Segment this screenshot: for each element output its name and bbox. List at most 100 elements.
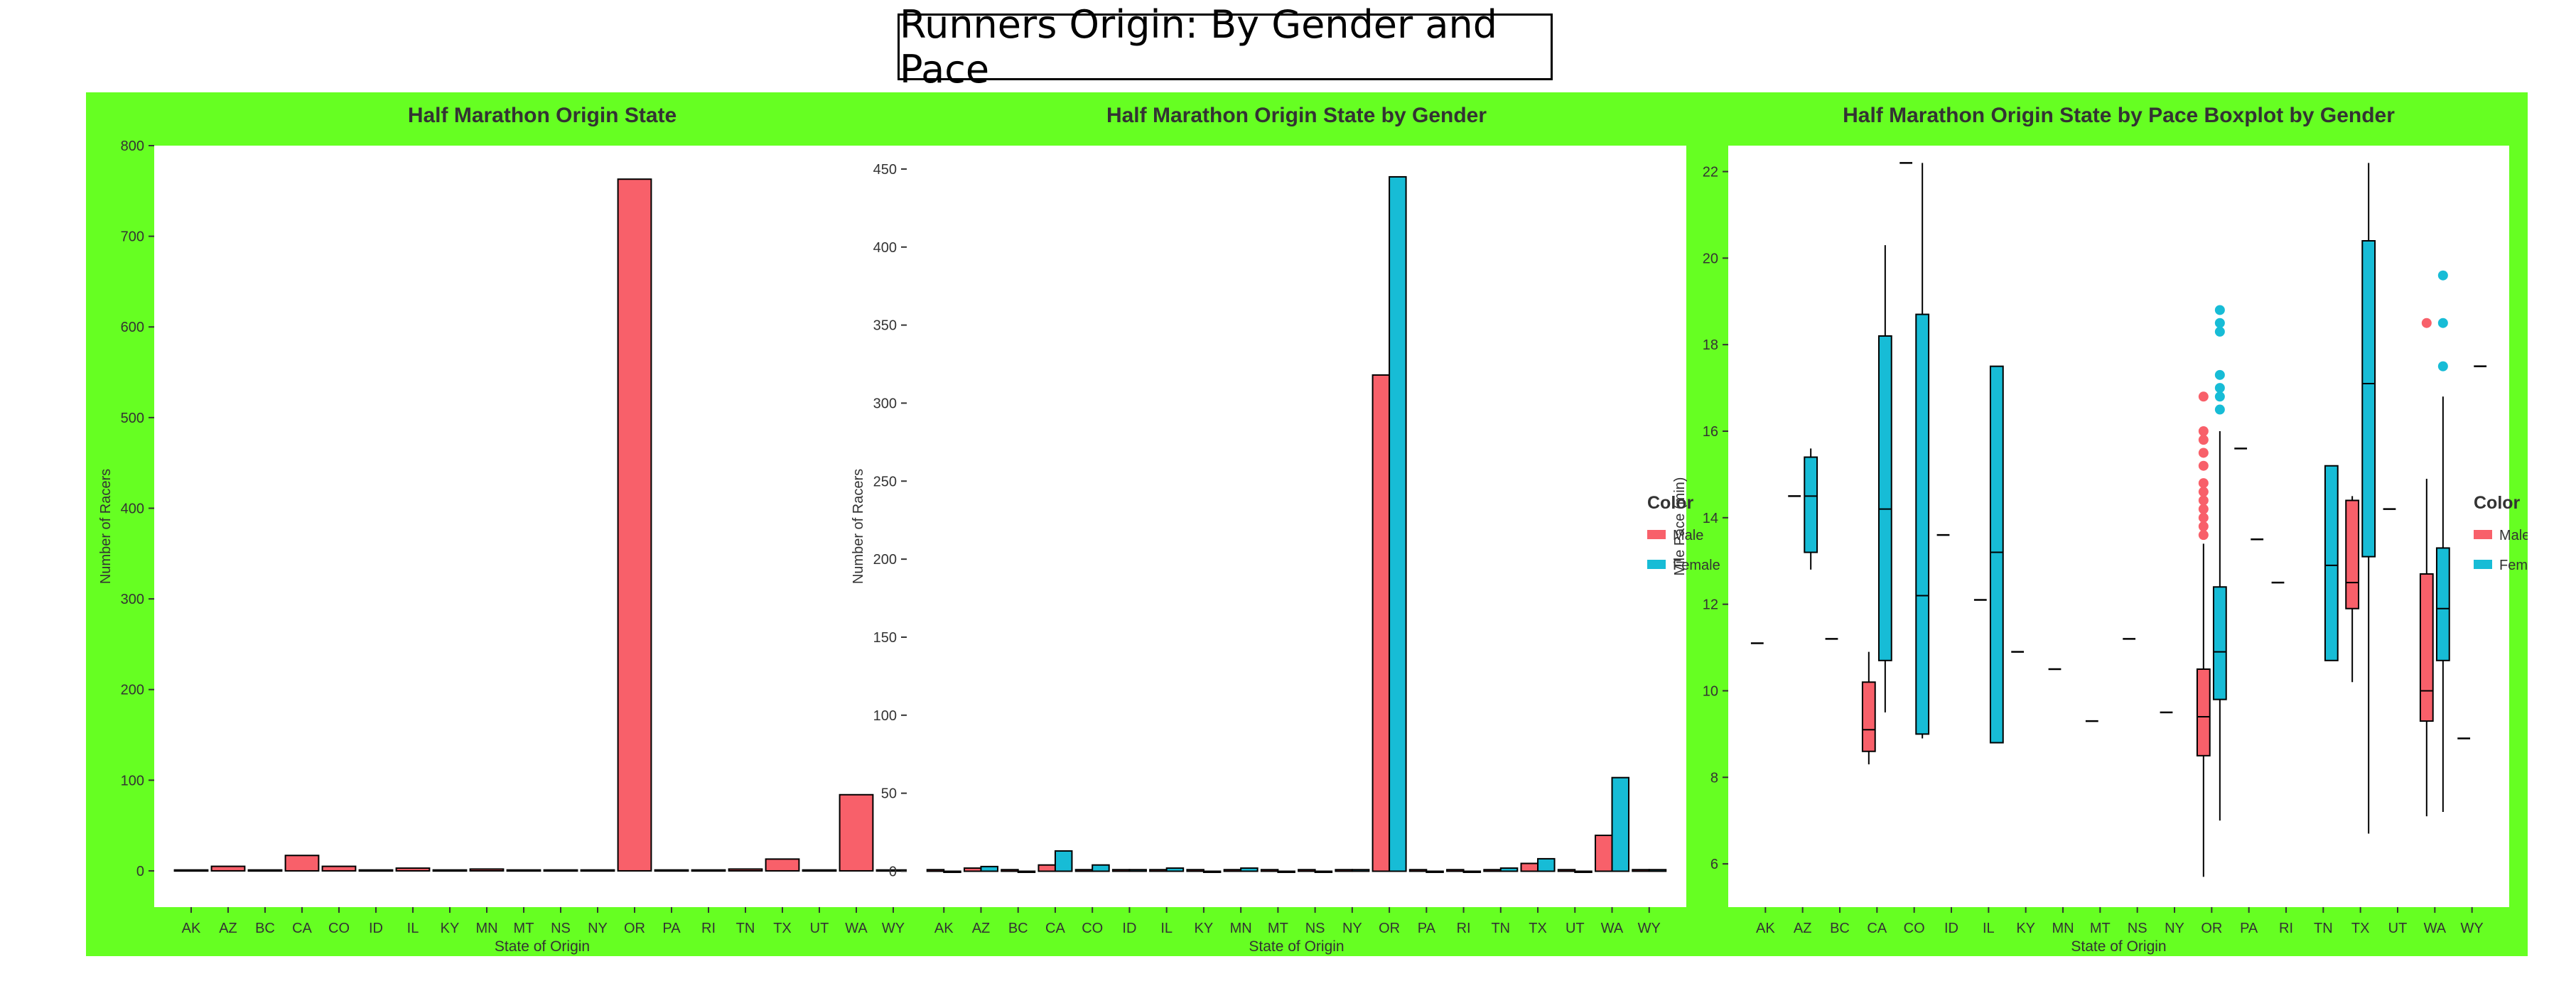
x-tick-label: UT bbox=[1565, 921, 1585, 936]
bar-TN-female bbox=[1499, 867, 1519, 872]
outlier-point bbox=[2437, 318, 2448, 328]
y-tick-label: 400 bbox=[873, 240, 897, 256]
x-tick-label: AZ bbox=[1794, 921, 1812, 936]
y-tick-label: 350 bbox=[873, 318, 897, 334]
x-tick-label: RI bbox=[2279, 921, 2293, 936]
bar-CO bbox=[321, 865, 357, 872]
bar-AZ-male bbox=[963, 867, 982, 872]
x-tick-label: PA bbox=[662, 921, 681, 936]
bar-TN-male bbox=[1483, 869, 1502, 872]
chart-3 bbox=[1723, 146, 2509, 913]
x-tick-label: CA bbox=[1045, 921, 1065, 936]
bar-UT-male bbox=[1557, 869, 1576, 872]
y-tick-label: 200 bbox=[121, 683, 144, 698]
y-tick-label: 14 bbox=[1703, 511, 1718, 526]
bar-KY-male bbox=[1186, 869, 1205, 872]
x-tick-label: TX bbox=[773, 921, 792, 936]
bar-TX-male bbox=[1520, 862, 1539, 872]
x-tick-label: NS bbox=[2128, 921, 2147, 936]
chart-title: Half Marathon Origin State by Gender bbox=[1106, 104, 1487, 127]
y-tick-label: 800 bbox=[121, 139, 144, 154]
bar-UT bbox=[802, 869, 837, 872]
x-tick-label: WA bbox=[2424, 921, 2447, 936]
x-tick-label: MT bbox=[514, 921, 534, 936]
legend-label-female: Female bbox=[2499, 558, 2528, 573]
outlier-point bbox=[2198, 495, 2209, 506]
bar-NY-male bbox=[1335, 869, 1353, 872]
x-axis-label: State of Origin bbox=[1249, 938, 1344, 955]
x-tick-label: CA bbox=[292, 921, 312, 936]
bar-MN-male bbox=[1223, 869, 1242, 872]
chart-panel: Half Marathon Origin State 0 100 200 300 400 5… bbox=[86, 92, 2528, 956]
x-tick-label: UT bbox=[810, 921, 829, 936]
outlier-point bbox=[2198, 435, 2209, 445]
bar-RI-female bbox=[1462, 870, 1482, 873]
x-tick-label: WY bbox=[882, 921, 905, 936]
outlier-point bbox=[2198, 487, 2209, 497]
y-tick-label: 6 bbox=[1710, 857, 1718, 872]
y-tick-label: 450 bbox=[873, 162, 897, 178]
bar-NS-female bbox=[1314, 870, 1333, 873]
bar-NS-male bbox=[1298, 869, 1316, 872]
box-TX-male bbox=[2345, 499, 2360, 609]
box-IL-female bbox=[1989, 365, 2004, 744]
y-tick-label: 0 bbox=[136, 864, 144, 879]
bar-NS bbox=[543, 869, 578, 872]
x-tick-label: AK bbox=[934, 921, 954, 936]
bar-OR-male bbox=[1371, 374, 1391, 872]
bar-OR-female bbox=[1389, 175, 1407, 872]
box-TN-female bbox=[2324, 465, 2339, 661]
x-tick-label: TN bbox=[736, 921, 755, 936]
x-tick-label: MT bbox=[1268, 921, 1288, 936]
x-tick-label: KY bbox=[441, 921, 460, 936]
bar-ID-female bbox=[1128, 869, 1147, 872]
bar-KY-female bbox=[1202, 870, 1222, 873]
legend-swatch-female bbox=[1647, 560, 1666, 569]
plot-area bbox=[907, 146, 1686, 907]
outlier-point bbox=[2437, 270, 2448, 281]
chart-title: Half Marathon Origin State by Pace Boxpl… bbox=[1843, 104, 2395, 127]
outlier-point bbox=[2198, 530, 2209, 541]
legend-swatch-female bbox=[2474, 560, 2492, 569]
legend-title: Color bbox=[1647, 493, 1694, 513]
bar-KY bbox=[432, 869, 468, 872]
x-tick-label: TX bbox=[1529, 921, 1547, 936]
chart-2 bbox=[901, 146, 1686, 913]
y-tick-label: 50 bbox=[881, 786, 897, 802]
x-tick-label: ID bbox=[369, 921, 383, 936]
x-tick-label: MT bbox=[2090, 921, 2111, 936]
y-axis-label: Number of Racers bbox=[98, 469, 114, 584]
x-tick-label: MN bbox=[1230, 921, 1252, 936]
y-tick-label: 100 bbox=[873, 708, 897, 724]
x-tick-label: WA bbox=[1601, 921, 1624, 936]
bar-NY bbox=[580, 869, 615, 872]
y-tick-label: 150 bbox=[873, 630, 897, 646]
box-AZ-female bbox=[1804, 456, 1818, 553]
bar-AZ-female bbox=[980, 865, 998, 872]
outlier-point bbox=[2198, 521, 2209, 531]
legend-title: Color bbox=[2474, 493, 2521, 513]
bar-AK-female bbox=[943, 870, 961, 873]
bar-BC-male bbox=[1001, 869, 1019, 872]
x-tick-label: NS bbox=[551, 921, 571, 936]
x-axis-label: State of Origin bbox=[2071, 938, 2166, 955]
legend-swatch-male bbox=[1647, 530, 1666, 539]
x-tick-label: AK bbox=[182, 921, 201, 936]
outlier-point bbox=[2214, 326, 2225, 337]
x-tick-label: RI bbox=[701, 921, 716, 936]
x-tick-label: RI bbox=[1457, 921, 1471, 936]
bar-WA-male bbox=[1595, 834, 1613, 872]
bar-AK-male bbox=[926, 869, 945, 872]
y-axis-label: Mile Pace (min) bbox=[1672, 477, 1688, 576]
charts-svg: Half Marathon Origin State01002003004005… bbox=[86, 92, 2528, 956]
x-tick-label: UT bbox=[2388, 921, 2408, 936]
x-tick-label: OR bbox=[1379, 921, 1400, 936]
outlier-point bbox=[2214, 404, 2225, 415]
outlier-point bbox=[2214, 369, 2225, 380]
bar-WY-female bbox=[1648, 869, 1667, 872]
y-tick-label: 300 bbox=[873, 396, 897, 411]
bar-WA-female bbox=[1611, 776, 1630, 872]
bar-ID-male bbox=[1111, 869, 1131, 872]
y-tick-label: 0 bbox=[889, 864, 897, 879]
outlier-point bbox=[2198, 512, 2209, 523]
